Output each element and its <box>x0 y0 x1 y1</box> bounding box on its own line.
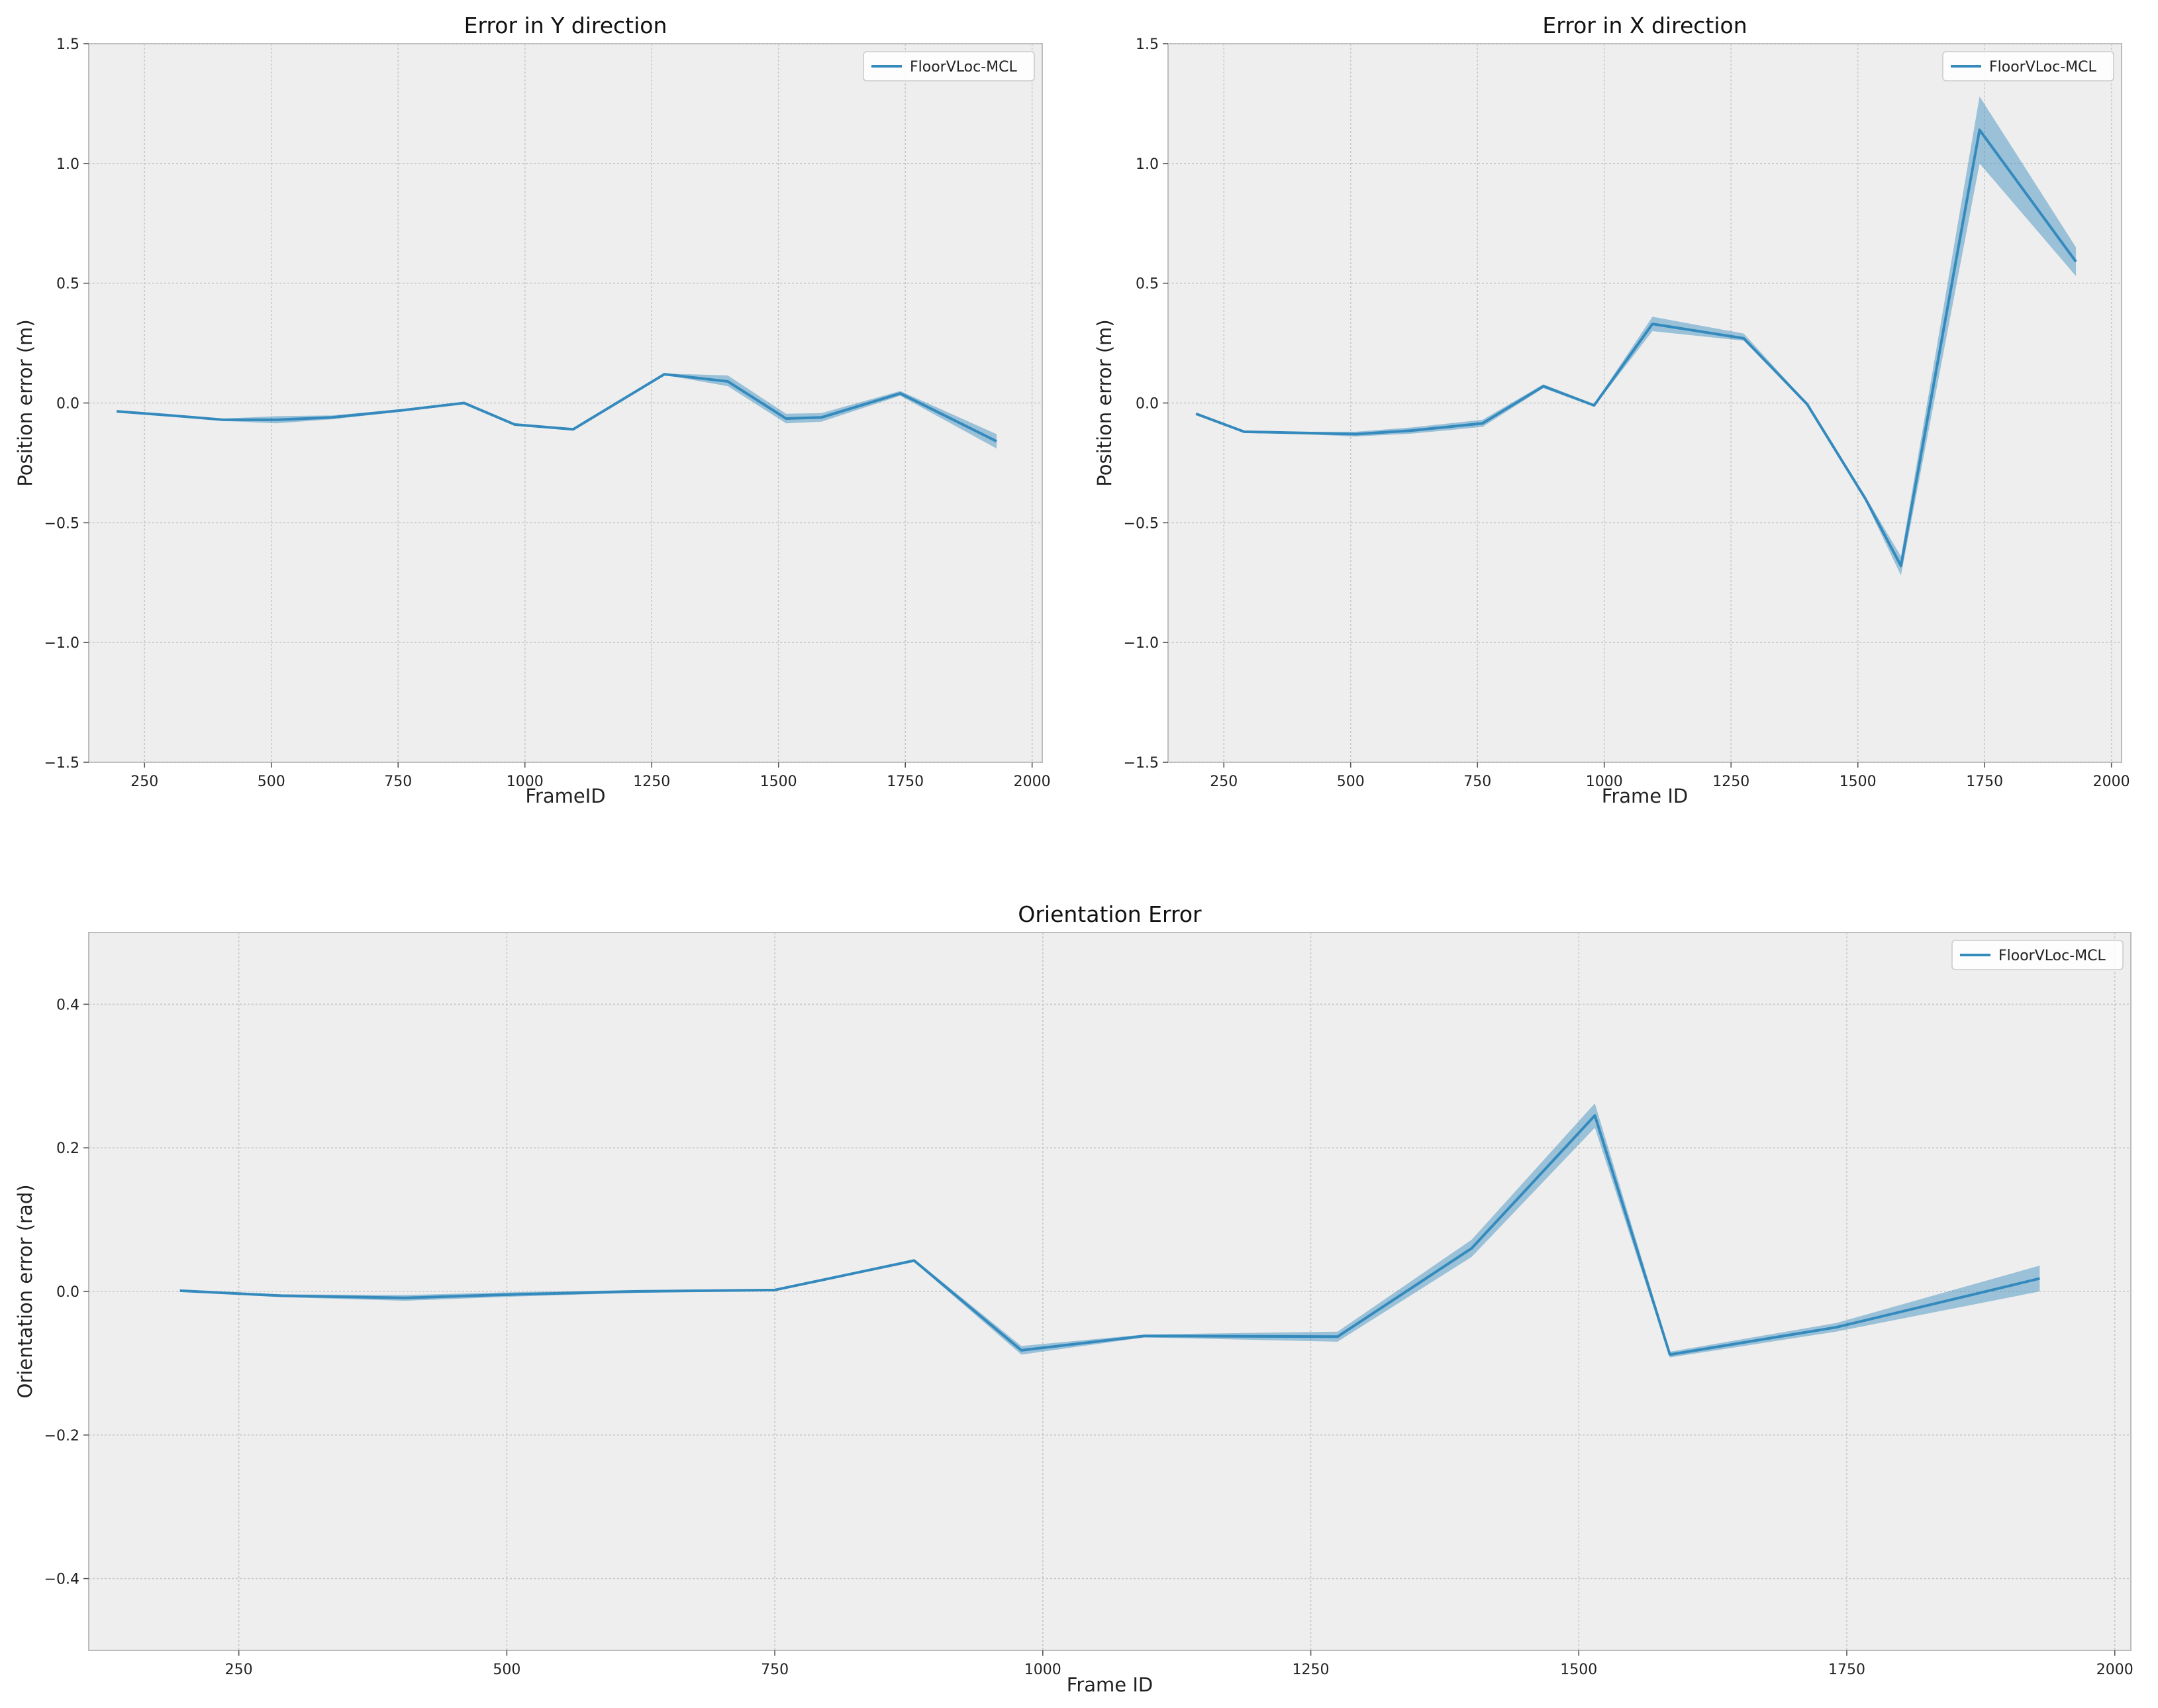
y-tick-label: −0.2 <box>44 1428 79 1444</box>
x-tick-label: 1250 <box>1712 774 1749 790</box>
series-line-floorvloc-mcl <box>116 373 997 443</box>
legend-label: FloorVLoc-MCL <box>910 59 1017 75</box>
x-tick-label: 250 <box>1210 774 1238 790</box>
x-tick-label: 1500 <box>1560 1662 1597 1678</box>
y-tick-label: −0.5 <box>1124 515 1159 532</box>
legend-label: FloorVLoc-MCL <box>1989 59 2096 75</box>
chart-error-x: 250 500 750 1000 1250 1500 1750 2000 −1.5 −1.0 −0.… <box>1093 13 2130 807</box>
x-tick-label: 2000 <box>1014 774 1051 790</box>
chart-orientation-error: 250 500 750 1000 1250 1500 1750 2000 −0.4 −0.2 0.0… <box>14 901 2133 1696</box>
confidence-band <box>1196 96 2077 576</box>
y-axis-label: Position error (m) <box>1093 319 1116 486</box>
y-tick-label: −1.0 <box>44 635 79 652</box>
chart-title: Error in Y direction <box>464 13 667 38</box>
x-tick-label: 500 <box>258 774 285 790</box>
y-tick-label: −1.5 <box>1124 755 1159 772</box>
x-tick-label: 250 <box>130 774 158 790</box>
y-tick-label: 0.4 <box>56 997 79 1013</box>
y-tick-label: 1.0 <box>56 156 79 173</box>
y-tick-label: 0.0 <box>56 1284 79 1301</box>
chart-error-y: 250 500 750 1000 1250 1500 1750 2000 −1.5 −1.0 −0.… <box>14 13 1051 807</box>
y-tick-label: 0.2 <box>56 1140 79 1157</box>
x-tick-label: 1500 <box>1839 774 1877 790</box>
y-tick-label: 0.5 <box>56 276 79 293</box>
y-tick-label: −0.4 <box>44 1572 79 1588</box>
x-tick-label: 250 <box>225 1662 253 1678</box>
x-tick-label: 1250 <box>633 774 670 790</box>
x-tick-label: 1750 <box>887 774 924 790</box>
y-tick-label: 0.0 <box>56 396 79 413</box>
x-tick-label: 750 <box>761 1662 789 1678</box>
x-tick-label: 750 <box>384 774 412 790</box>
y-tick-label: 1.0 <box>1136 156 1159 173</box>
x-tick-label: 2000 <box>2093 774 2130 790</box>
y-tick-label: 1.5 <box>1136 36 1159 53</box>
y-axis-label: Position error (m) <box>14 319 36 486</box>
x-tick-label: 750 <box>1463 774 1491 790</box>
x-tick-label: 500 <box>493 1662 520 1678</box>
x-axis-label: Frame ID <box>1602 785 1688 807</box>
x-tick-label: 500 <box>1337 774 1365 790</box>
legend <box>1942 51 2114 81</box>
series-line-floorvloc-mcl <box>1195 128 2077 568</box>
legend-label: FloorVLoc-MCL <box>1998 948 2106 964</box>
chart-title: Orientation Error <box>1018 901 1202 927</box>
x-tick-label: 1500 <box>760 774 797 790</box>
x-tick-label: 1000 <box>1024 1662 1061 1678</box>
y-tick-label: 0.0 <box>1136 396 1159 413</box>
y-tick-label: 0.5 <box>1136 276 1159 293</box>
x-tick-label: 1000 <box>507 774 544 790</box>
y-tick-label: −1.0 <box>1124 635 1159 652</box>
x-tick-label: 1000 <box>1586 774 1623 790</box>
legend <box>863 51 1035 81</box>
chart-title: Error in X direction <box>1542 13 1747 38</box>
y-tick-label: −1.5 <box>44 755 79 772</box>
series-line-floorvloc-mcl <box>179 1114 2040 1356</box>
x-tick-label: 1250 <box>1293 1662 1330 1678</box>
y-tick-label: 1.5 <box>56 36 79 53</box>
y-tick-label: −0.5 <box>44 515 79 532</box>
x-tick-label: 1750 <box>1966 774 2003 790</box>
x-axis-label: Frame ID <box>1067 1674 1153 1696</box>
y-axis-label: Orientation error (rad) <box>14 1184 36 1398</box>
legend <box>1951 940 2124 970</box>
x-tick-label: 1750 <box>1828 1662 1865 1678</box>
x-tick-label: 2000 <box>2096 1662 2133 1678</box>
x-axis-label: FrameID <box>525 785 605 807</box>
